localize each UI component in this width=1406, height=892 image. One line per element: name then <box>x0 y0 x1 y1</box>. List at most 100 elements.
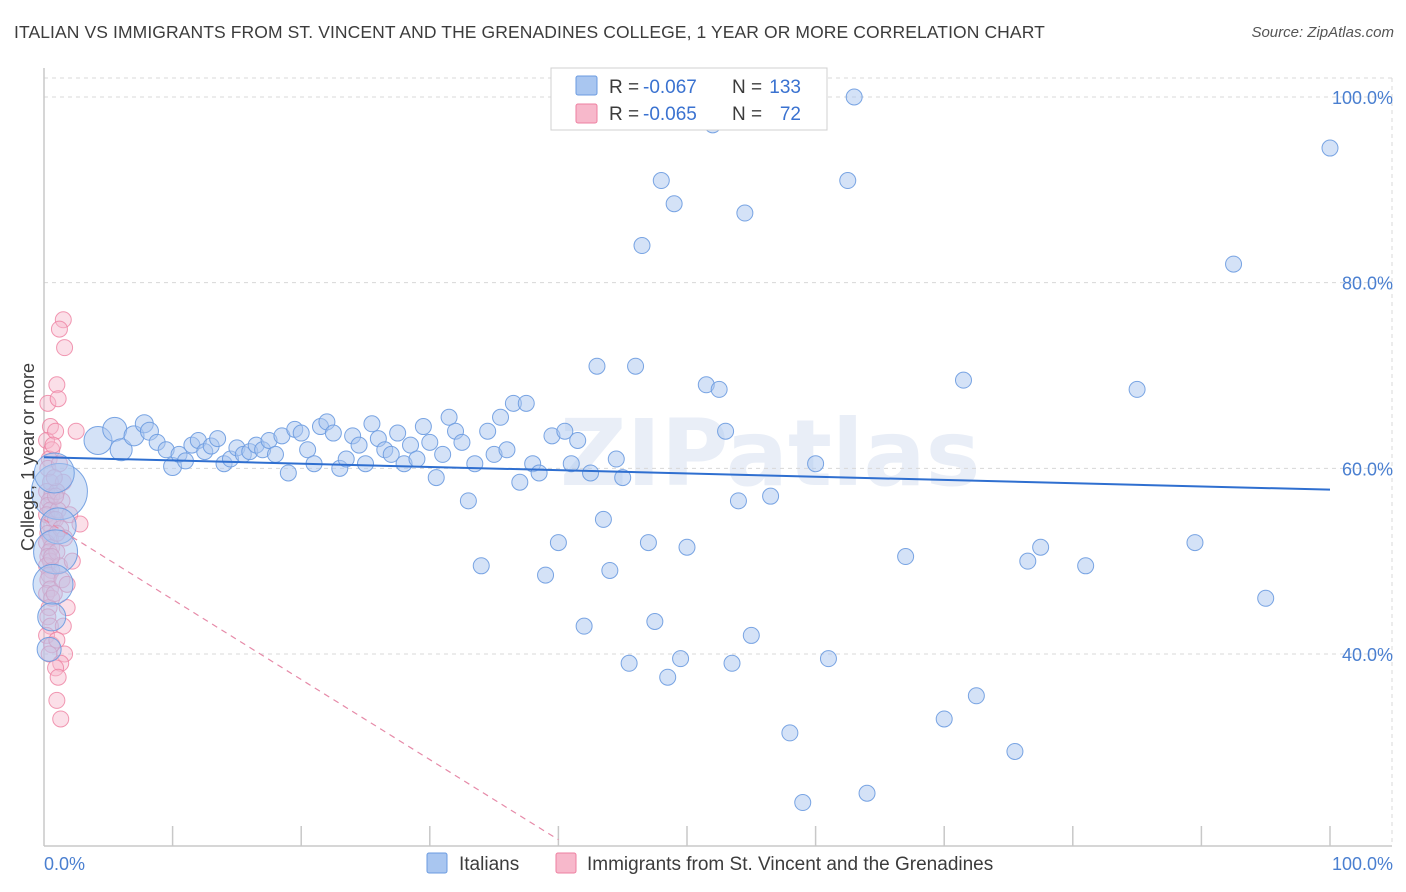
data-point-immigrants <box>49 668 67 686</box>
y-tick-label: 40.0% <box>1342 645 1393 665</box>
data-point-italians <box>434 445 452 463</box>
data-point-italians <box>582 464 600 482</box>
data-point-italians <box>954 371 972 389</box>
data-point-italians <box>350 436 368 454</box>
legend-n-value-1: 133 <box>769 77 801 98</box>
bottom-legend-swatch-immigrants <box>555 852 577 874</box>
data-point-immigrants <box>49 390 67 408</box>
chart-title: ITALIAN VS IMMIGRANTS FROM ST. VINCENT A… <box>14 22 1045 42</box>
bottom-legend-swatch-italians <box>426 852 448 874</box>
data-point-immigrants <box>48 691 66 709</box>
data-point-italians <box>729 492 747 510</box>
data-point-immigrants <box>41 418 59 436</box>
data-point-italians <box>839 172 857 190</box>
top-legend: R = -0.067 N = 133 R = -0.065 N = 72 <box>550 67 828 131</box>
legend-swatch-immigrants <box>575 103 598 124</box>
data-point-italians <box>511 473 529 491</box>
series-italians-points <box>30 88 1339 812</box>
data-point-italians <box>357 455 374 473</box>
data-point-immigrants <box>52 710 70 728</box>
data-point-italians <box>710 380 728 398</box>
legend-r-label-1: R = <box>609 77 639 98</box>
y-tick-labels: 100.0% 80.0% 60.0% 40.0% <box>1332 88 1393 665</box>
data-point-italians <box>588 357 606 375</box>
data-point-italians <box>266 445 284 463</box>
data-point-italians <box>967 687 985 705</box>
data-point-italians <box>678 538 696 556</box>
data-point-italians <box>1321 139 1339 157</box>
data-point-italians <box>897 548 915 566</box>
legend-r-value-1: -0.067 <box>643 77 697 98</box>
data-point-italians <box>402 436 420 454</box>
data-point-italians <box>1019 552 1037 570</box>
data-point-italians <box>935 710 953 728</box>
data-point-italians <box>742 626 760 644</box>
data-point-immigrants <box>54 311 72 329</box>
data-point-italians <box>627 357 645 375</box>
data-point-italians <box>479 422 497 440</box>
data-point-immigrants <box>47 422 65 440</box>
bottom-legend: Italians Immigrants from St. Vincent and… <box>426 852 993 875</box>
data-point-italians <box>601 561 619 579</box>
bottom-legend-label-italians: Italians <box>459 854 519 875</box>
data-point-italians <box>665 195 683 213</box>
data-point-italians <box>549 534 567 552</box>
source-credit: Source: ZipAtlas.com <box>1251 24 1394 41</box>
y-tick-label: 80.0% <box>1342 274 1393 294</box>
x-tick-label: 100.0% <box>1332 854 1393 874</box>
data-point-italians <box>279 464 297 482</box>
data-point-italians <box>459 492 477 510</box>
data-point-italians <box>537 566 555 584</box>
data-point-italians <box>594 510 612 528</box>
data-point-italians <box>472 557 490 575</box>
data-point-italians <box>1186 534 1204 552</box>
data-point-italians <box>569 431 587 449</box>
bottom-legend-label-immigrants: Immigrants from St. Vincent and the Gren… <box>587 854 993 875</box>
data-point-italians <box>292 424 310 442</box>
data-point-italians <box>32 563 74 605</box>
data-point-italians <box>620 654 638 672</box>
data-point-italians <box>659 668 677 686</box>
data-point-italians <box>33 452 75 494</box>
data-point-italians <box>736 204 754 222</box>
data-point-italians <box>324 424 342 442</box>
data-point-italians <box>652 172 670 190</box>
data-point-italians <box>102 416 128 442</box>
data-point-italians <box>517 394 535 412</box>
data-point-italians <box>1006 742 1024 760</box>
data-point-italians <box>337 450 355 468</box>
data-point-italians <box>408 450 426 468</box>
data-point-italians <box>492 408 510 426</box>
y-axis-label: College, 1 year or more <box>18 363 38 551</box>
legend-r-label-2: R = <box>609 104 639 125</box>
data-point-italians <box>717 422 735 440</box>
data-point-italians <box>1225 255 1243 273</box>
data-point-immigrants <box>67 422 85 440</box>
data-point-italians <box>109 438 133 462</box>
data-point-italians <box>299 441 317 459</box>
data-point-italians <box>819 650 837 668</box>
data-point-italians <box>614 469 632 487</box>
y-tick-label: 100.0% <box>1332 88 1393 108</box>
x-tick-label: 0.0% <box>44 854 85 874</box>
data-point-immigrants <box>39 394 57 412</box>
data-point-italians <box>421 433 439 451</box>
data-point-immigrants <box>44 436 62 454</box>
data-point-italians <box>498 441 516 459</box>
x-tick-labels: 0.0% 100.0% <box>44 854 1393 874</box>
data-point-italians <box>1257 589 1275 607</box>
trend-line-immigrants <box>43 518 559 841</box>
data-point-italians <box>633 237 651 255</box>
data-point-italians <box>389 424 407 442</box>
data-point-immigrants <box>48 376 66 394</box>
data-point-italians <box>453 433 471 451</box>
data-point-italians <box>466 455 484 473</box>
data-point-italians <box>845 88 863 106</box>
legend-n-label-1: N = <box>732 77 762 98</box>
data-point-italians <box>427 469 445 487</box>
data-point-italians <box>672 650 690 668</box>
data-point-italians <box>723 654 741 672</box>
data-point-italians <box>530 464 548 482</box>
trend-lines <box>43 456 1331 841</box>
